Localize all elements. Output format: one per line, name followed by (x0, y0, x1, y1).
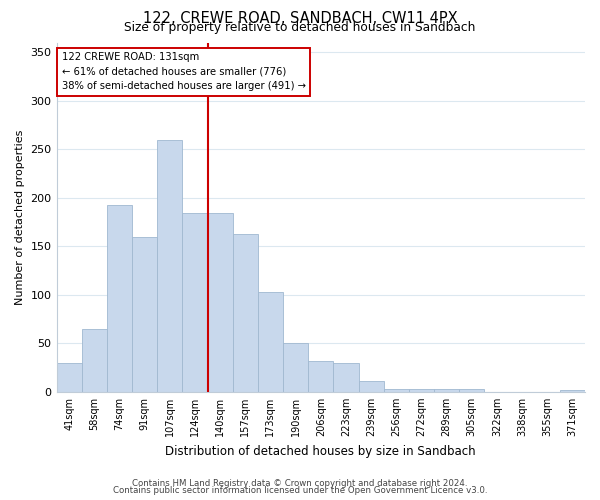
Bar (258, 292, 283, 392)
Text: Contains HM Land Registry data © Crown copyright and database right 2024.: Contains HM Land Registry data © Crown c… (132, 478, 468, 488)
Text: Contains public sector information licensed under the Open Government Licence v3: Contains public sector information licen… (113, 486, 487, 495)
Bar (459, 389, 484, 392)
Bar (56, 362, 82, 392)
Bar (182, 214, 208, 392)
Y-axis label: Number of detached properties: Number of detached properties (15, 130, 25, 305)
Bar (434, 389, 459, 392)
Bar (132, 236, 157, 392)
Text: Size of property relative to detached houses in Sandbach: Size of property relative to detached ho… (124, 22, 476, 35)
Bar (359, 381, 383, 392)
Bar (233, 234, 258, 392)
Bar (308, 361, 334, 392)
Bar (334, 362, 359, 392)
Text: 122, CREWE ROAD, SANDBACH, CW11 4PX: 122, CREWE ROAD, SANDBACH, CW11 4PX (143, 11, 457, 26)
Bar (409, 389, 434, 392)
X-axis label: Distribution of detached houses by size in Sandbach: Distribution of detached houses by size … (166, 444, 476, 458)
Bar (383, 389, 409, 392)
Bar (283, 344, 308, 392)
Bar (107, 204, 132, 392)
Bar (208, 214, 233, 392)
Text: 122 CREWE ROAD: 131sqm
← 61% of detached houses are smaller (776)
38% of semi-de: 122 CREWE ROAD: 131sqm ← 61% of detached… (62, 52, 305, 91)
Bar (82, 328, 107, 392)
Bar (560, 390, 585, 392)
Bar (157, 140, 182, 392)
